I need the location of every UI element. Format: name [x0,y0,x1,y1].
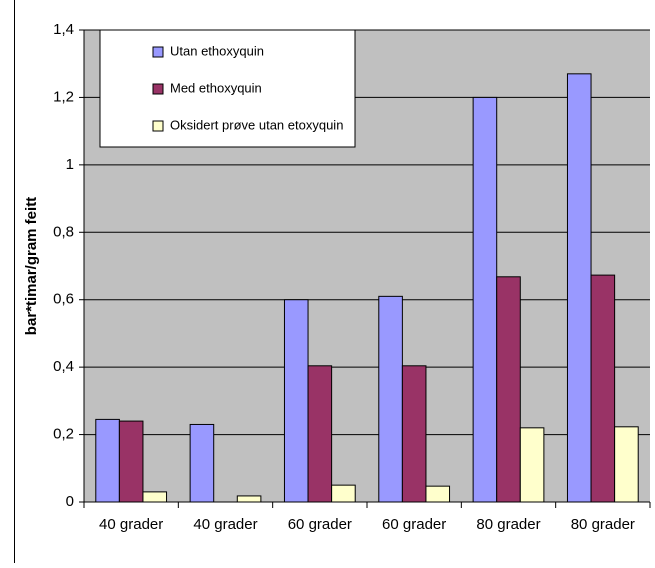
bar [566,73,592,503]
legend-swatch [152,46,164,58]
y-tick-label: 0,2 [53,426,74,443]
x-tick-label: 80 grader [476,516,540,533]
legend-label: Med ethoxyquin [170,80,262,95]
bar [189,423,215,503]
legend-swatch [152,83,164,95]
x-tick-label: 60 grader [382,516,446,533]
bar [307,365,333,503]
legend-swatch [152,120,164,132]
bar [425,485,451,503]
bar [236,495,262,503]
legend [99,29,356,148]
x-tick-label: 40 grader [99,516,163,533]
y-tick-label: 0,6 [53,291,74,308]
bar [472,96,498,503]
bar [614,426,639,503]
bar [118,420,144,503]
bar [331,484,356,503]
bar [496,276,521,503]
x-tick-label: 40 grader [193,516,257,533]
bar [519,427,545,503]
y-tick-label: 0,4 [53,358,74,375]
y-tick-label: 1 [66,156,74,173]
x-tick-label: 60 grader [288,516,352,533]
y-tick-label: 0 [66,493,74,510]
bar [95,418,120,503]
x-tick-label: 80 grader [571,516,635,533]
legend-label: Utan ethoxyquin [170,43,264,58]
bar [283,299,309,503]
bar [142,491,168,503]
y-tick-label: 0,8 [53,223,74,240]
bar [401,365,427,503]
y-tick-label: 1,4 [53,21,74,38]
bar [590,274,616,503]
y-tick-label: 1,2 [53,88,74,105]
legend-label: Oksidert prøve utan etoxyquin [170,117,343,132]
y-axis-label: bar*timar/gram feitt [23,197,40,335]
bar [378,295,403,503]
